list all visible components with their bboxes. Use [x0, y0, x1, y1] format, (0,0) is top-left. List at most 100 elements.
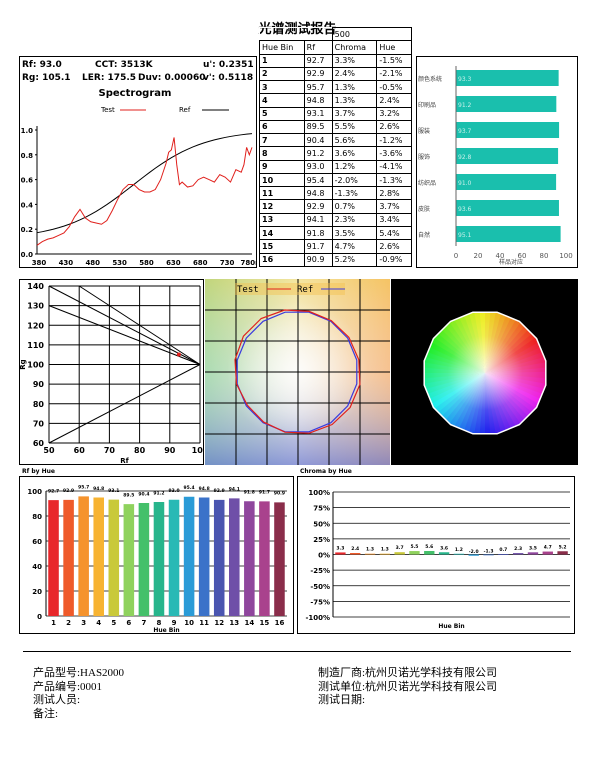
chroma-hue-bar: [438, 552, 450, 555]
table-cell: 2.4%: [376, 93, 412, 108]
table-cell: 0.7%: [331, 199, 378, 214]
chroma-hue-bar: [394, 552, 405, 555]
rf-hue-bar-label: 95.7: [78, 485, 89, 491]
spectrogram-y-tick: 0.2: [21, 226, 34, 234]
u-prime-metric: u': 0.2351: [203, 60, 254, 70]
rf-hue-bar: [198, 497, 210, 616]
table-cell: 12: [259, 199, 305, 214]
rfrg-x-tick: 90: [164, 446, 176, 455]
table-cell: 94.8: [303, 93, 333, 108]
table-cell: 3.4%: [376, 212, 412, 227]
duv-metric: Duv: 0.00060: [138, 73, 206, 83]
table-row: 9 93.0 1.2% -4.1%: [259, 159, 412, 174]
rf-hue-x-tick: 7: [141, 619, 146, 627]
table-cell: 3: [259, 80, 305, 95]
chroma-hue-bar: [409, 551, 420, 555]
table-cell: -1.3%: [331, 186, 378, 201]
rf-hue-x-tick: 2: [66, 619, 71, 627]
table-cell: -1.2%: [376, 133, 412, 148]
rf-hue-x-tick: 16: [275, 619, 285, 627]
ler-metric: LER: 175.5: [82, 73, 137, 83]
rf-by-hue-title: Rf by Hue: [22, 468, 55, 475]
table-cell: 2.4%: [331, 66, 378, 82]
table-cell: 90.4: [303, 133, 333, 148]
compare-x-tick: 20: [474, 252, 483, 260]
table-row: 5 93.1 3.7% 3.2%: [259, 106, 412, 121]
legend-test-label: Test: [100, 106, 115, 114]
spectrogram-y-tick: 0.4: [21, 201, 34, 209]
compare-bar: [456, 96, 557, 112]
table-cell: 90.9: [303, 252, 333, 268]
test-unit: 测试单位:杭州贝诺光学科技有限公司: [318, 681, 498, 693]
table-cell: 91.2: [303, 146, 333, 161]
spectrogram-x-tick: 380: [32, 259, 47, 267]
rf-hue-bar-label: 93.1: [108, 488, 119, 494]
chroma-hue-bar: [512, 553, 524, 555]
rf-hue-x-tick: 5: [111, 619, 116, 627]
compare-bar: [456, 148, 559, 164]
spectrogram-chart: Spectrogram Test Ref 380 430 480 530 580 630 6…: [21, 88, 257, 267]
table-cell: 6: [259, 119, 305, 135]
chroma-hue-bar: [483, 554, 494, 556]
compare-x-tick: 60: [518, 252, 527, 260]
chroma-hue-bar-label: 1.3: [366, 547, 374, 553]
table-cell: 95.7: [303, 80, 333, 95]
table-row: 3 95.7 1.3% -0.5%: [259, 80, 412, 95]
table-row: 16 90.9 5.2% -0.9%: [259, 252, 412, 268]
chroma-hue-x-label: Hue Bin: [438, 623, 464, 630]
rf-hue-bar: [108, 499, 120, 616]
spectrogram-x-tick: 630: [166, 259, 181, 267]
compare-bar: [456, 200, 559, 216]
table-cell: 1.3%: [331, 80, 378, 95]
rf-hue-y-tick: 80: [32, 513, 42, 521]
table-header-row: Hue Bin Rf Chroma Hue: [259, 40, 412, 55]
rf-hue-bar: [244, 501, 255, 616]
chroma-hue-bar-label: 2.4: [351, 546, 359, 552]
table-cell: -2.0%: [331, 172, 378, 188]
rf-hue-x-tick: 4: [96, 619, 101, 627]
sample-compare-chart: 颜色系统 93.3 印刷品 91.2 服装 93.7 服饰 92.8 纺织品 91.0 皮肤 93.6…: [418, 66, 573, 266]
table-cell: 2.6%: [376, 119, 412, 135]
table-row: 12 92.9 0.7% 3.7%: [259, 199, 412, 214]
table-cell: 94.1: [303, 212, 333, 227]
rfrg-x-tick: 80: [134, 446, 146, 455]
chroma-hue-bar-label: 5.2: [559, 544, 567, 550]
product-serial: 产品编号:0001: [33, 681, 103, 693]
chroma-hue-bar: [379, 553, 391, 555]
rfrg-y-tick: 70: [33, 419, 45, 428]
table-cell: 4: [259, 93, 305, 108]
chroma-by-hue-chart: 100% 75% 50% 25% 0% -25% -50% -75% -100% 3.3 2.4 1.…: [305, 489, 570, 630]
chroma-hue-y-tick: -50%: [310, 583, 330, 591]
rf-hue-bar-label: 94.8: [93, 486, 104, 492]
table-cell: 2.8%: [376, 186, 412, 201]
table-cell: 13: [259, 212, 305, 227]
rf-hue-y-tick: 100: [27, 488, 42, 496]
rf-hue-bar-label: 94.1: [229, 487, 240, 493]
color-wheel-panel: [391, 279, 578, 465]
chroma-hue-bar-label: -1.3: [484, 548, 494, 554]
table-cell: 3.6%: [331, 146, 378, 161]
chroma-hue-bar: [364, 553, 376, 555]
table-row: 4 94.8 1.3% 2.4%: [259, 93, 412, 108]
compare-bar: [456, 70, 559, 86]
rf-hue-bar-label: 89.5: [123, 492, 134, 498]
spectrogram-y-tick: 0.6: [21, 177, 34, 185]
chroma-hue-bar-label: 1.3: [381, 547, 389, 553]
rfrg-boundary-line: [48, 305, 201, 365]
table-cell: -1.5%: [376, 53, 412, 68]
spectrogram-x-tick: 480: [85, 259, 100, 267]
table-cell: 16: [259, 252, 305, 268]
chroma-hue-bar-label: 3.3: [336, 545, 344, 551]
compare-bar-label: 95.1: [458, 232, 472, 239]
table-row: 6 89.5 5.5% 2.6%: [259, 119, 412, 135]
chroma-hue-y-tick: 0%: [318, 552, 330, 560]
compare-x-tick: 40: [496, 252, 505, 260]
legend-ref-label: Ref: [179, 106, 191, 114]
footer-divider: [23, 651, 571, 652]
rf-hue-bar: [138, 503, 150, 616]
table-cell: -1.3%: [376, 172, 412, 188]
rf-rg-chart: 140130120110100908070605060708090100RfRg: [19, 282, 204, 465]
table-cell: -0.9%: [376, 252, 412, 268]
ref-spectrum-line: [36, 133, 253, 234]
rf-hue-bar: [123, 504, 135, 616]
